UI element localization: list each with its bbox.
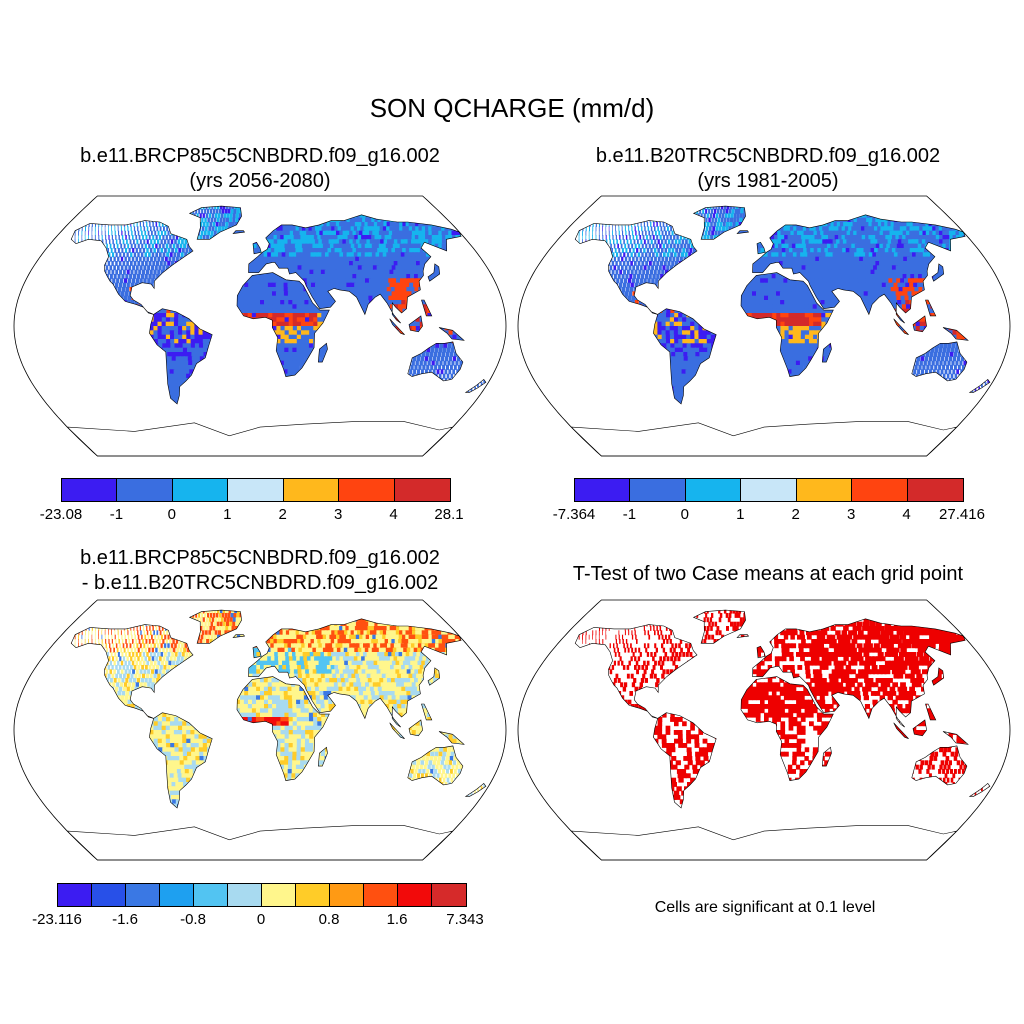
colorbar-box (283, 479, 340, 501)
colorbar-tick-label: -1 (110, 506, 123, 523)
colorbar-tick-label: 3 (334, 506, 342, 523)
panel-3-title-line1: b.e11.BRCP85C5CNBDRD.f09_g16.002 (0, 546, 520, 571)
colorbar-box (394, 479, 450, 501)
colorbar-tick-label: 0.8 (319, 911, 340, 928)
colorbar-box (329, 884, 364, 906)
panel-3-map (13, 599, 507, 861)
colorbar-box (261, 884, 296, 906)
colorbar-tick-label: 7.343 (446, 911, 484, 928)
map-border (13, 195, 507, 457)
colorbar-tick-label: 0 (257, 911, 265, 928)
colorbar-tick-label: -23.116 (32, 911, 82, 928)
colorbar-box (630, 479, 686, 501)
coastline (570, 609, 991, 861)
panel-3-title-line2: - b.e11.B20TRC5CNBDRD.f09_g16.002 (0, 571, 520, 596)
field-cells (571, 206, 990, 418)
colorbar-tick-label: -1.6 (112, 911, 138, 928)
colorbar-box (852, 479, 908, 501)
colorbar-tick-label: -1 (623, 506, 636, 523)
colorbar-box (193, 884, 228, 906)
colorbar-box (91, 884, 126, 906)
coastline (66, 205, 487, 457)
field-cells (571, 610, 990, 805)
colorbar-tick-label: -23.08 (40, 506, 83, 523)
panel-3-colorbar (57, 883, 467, 907)
colorbar-box (125, 884, 160, 906)
colorbar-box (228, 479, 284, 501)
colorbar-box (62, 479, 118, 501)
panel-1-map (13, 195, 507, 457)
panel-4-title: T-Test of two Case means at each grid po… (508, 562, 1024, 587)
panel-1-title-line1: b.e11.BRCP85C5CNBDRD.f09_g16.002 (0, 144, 520, 169)
colorbar-box (159, 884, 194, 906)
colorbar-box (741, 479, 797, 501)
colorbar-tick-label: 27.416 (939, 506, 985, 523)
coastline (570, 205, 991, 457)
colorbar-box (397, 884, 432, 906)
colorbar-tick-label: 3 (847, 506, 855, 523)
colorbar-box (363, 884, 398, 906)
colorbar-box (172, 479, 229, 501)
panel-2-title: b.e11.B20TRC5CNBDRD.f09_g16.002 (yrs 198… (508, 144, 1024, 194)
significance-note: Cells are significant at 0.1 level (520, 899, 1010, 917)
colorbar-tick-label: 1.6 (387, 911, 408, 928)
colorbar-box (58, 884, 92, 906)
colorbar-tick-label: 1 (736, 506, 744, 523)
colorbar-box (907, 479, 963, 501)
panel-2-title-line1: b.e11.B20TRC5CNBDRD.f09_g16.002 (508, 144, 1024, 169)
colorbar-tick-label: 0 (681, 506, 689, 523)
panel-1-colorbar (61, 478, 451, 502)
colorbar-tick-label: 4 (389, 506, 397, 523)
map-border (13, 599, 507, 861)
panel-2-title-line2: (yrs 1981-2005) (508, 169, 1024, 194)
panel-3-title: b.e11.BRCP85C5CNBDRD.f09_g16.002 - b.e11… (0, 546, 520, 596)
colorbar-box (575, 479, 631, 501)
colorbar-tick-label: 0 (168, 506, 176, 523)
colorbar-box (685, 479, 742, 501)
figure-title: SON QCHARGE (mm/d) (0, 93, 1024, 124)
panel-1-title-line2: (yrs 2056-2080) (0, 169, 520, 194)
field-cells (67, 206, 486, 418)
colorbar-box (796, 479, 853, 501)
panel-1-title: b.e11.BRCP85C5CNBDRD.f09_g16.002 (yrs 20… (0, 144, 520, 194)
colorbar-box (339, 479, 395, 501)
colorbar-tick-label: 2 (792, 506, 800, 523)
panel-2-colorbar (574, 478, 964, 502)
coastline (66, 609, 487, 861)
colorbar-tick-label: 2 (279, 506, 287, 523)
map-border (517, 599, 1011, 861)
map-border (517, 195, 1011, 457)
panel-4-title-line1: T-Test of two Case means at each grid po… (508, 562, 1024, 587)
colorbar-box (227, 884, 262, 906)
colorbar-box (431, 884, 466, 906)
panel-4-map (517, 599, 1011, 861)
colorbar-tick-label: -0.8 (180, 911, 206, 928)
panel-2-map (517, 195, 1011, 457)
colorbar-tick-label: -7.364 (553, 506, 596, 523)
colorbar-tick-label: 1 (223, 506, 231, 523)
colorbar-box (117, 479, 173, 501)
colorbar-tick-label: 4 (902, 506, 910, 523)
colorbar-box (295, 884, 330, 906)
field-cells (67, 610, 486, 822)
colorbar-tick-label: 28.1 (434, 506, 463, 523)
